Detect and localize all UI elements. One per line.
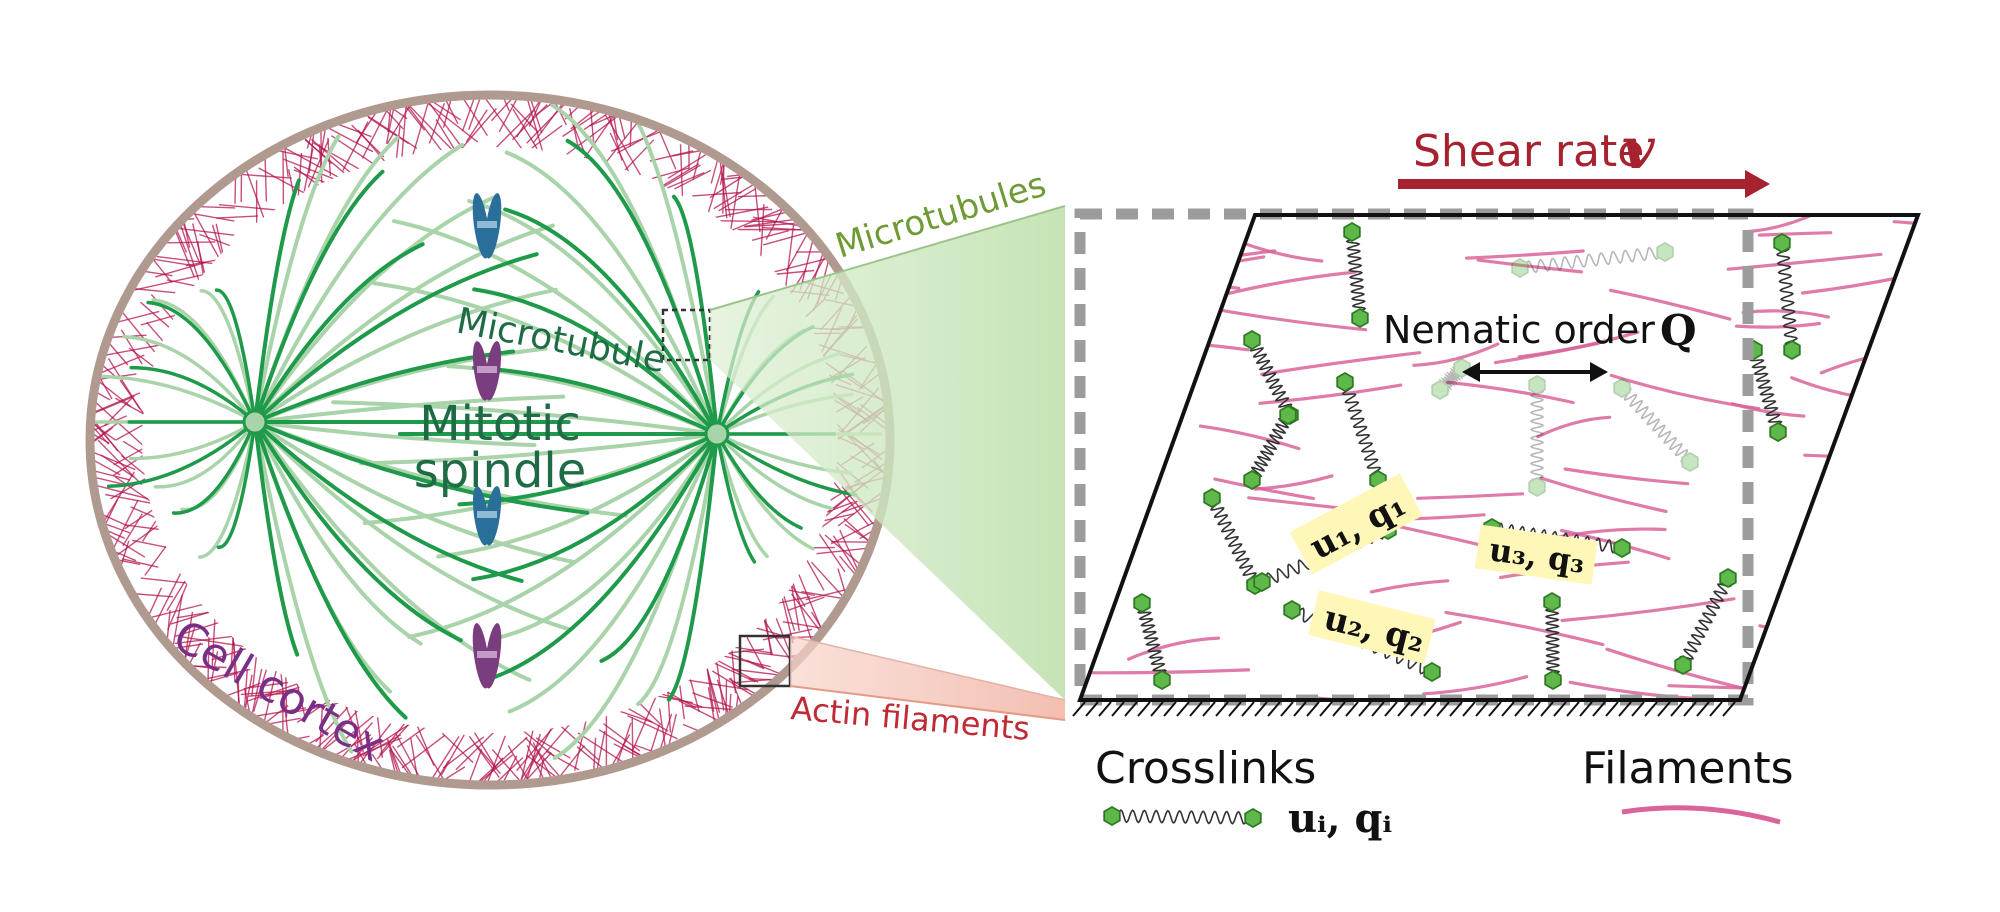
mitotic-label: Mitotic (419, 396, 580, 452)
zoom-edge-green (709, 205, 1066, 311)
crosslinks-field (1133, 221, 1801, 691)
shear-box (1072, 208, 1921, 717)
filament-legend-icon (1621, 805, 1781, 825)
chromosome-blue-lower (472, 486, 502, 546)
spindle-label: spindle (414, 443, 587, 499)
crosslink-legend-symbol: uᵢ, qᵢ (1288, 795, 1392, 842)
nematic-order-symbol: Q (1660, 306, 1697, 355)
nematic-order-double-arrow (1462, 362, 1608, 382)
shear-rate-symbol: v (1622, 116, 1656, 182)
chromosome-purple-bottom (472, 623, 502, 689)
microtubules-zoom-wedge (710, 206, 1065, 700)
label-u1-q1: u₁, q₁ (1289, 473, 1423, 575)
microtubules-dark (106, 138, 858, 720)
spindle-pole-right (704, 421, 730, 447)
filaments-legend-label: Filaments (1582, 743, 1794, 794)
crosslink-legend-icon (1103, 805, 1262, 829)
actin-filaments-field (1080, 215, 1918, 700)
sheared-box (1077, 213, 1921, 702)
ground-hatching (1072, 701, 1736, 717)
nematic-order-label: Nematic order (1383, 308, 1655, 352)
spindle-pole-left (242, 409, 268, 435)
actin-zoom-wedge (790, 636, 1065, 720)
crosslinks-legend-label: Crosslinks (1095, 743, 1316, 794)
zoom-edge-red (789, 685, 1066, 721)
chromosome-blue-top (472, 193, 502, 259)
shear-rate-label: Shear rate (1413, 126, 1644, 177)
label-u2-q2: u₂, q₂ (1307, 590, 1436, 664)
chromosome-purple-upper (472, 341, 502, 401)
